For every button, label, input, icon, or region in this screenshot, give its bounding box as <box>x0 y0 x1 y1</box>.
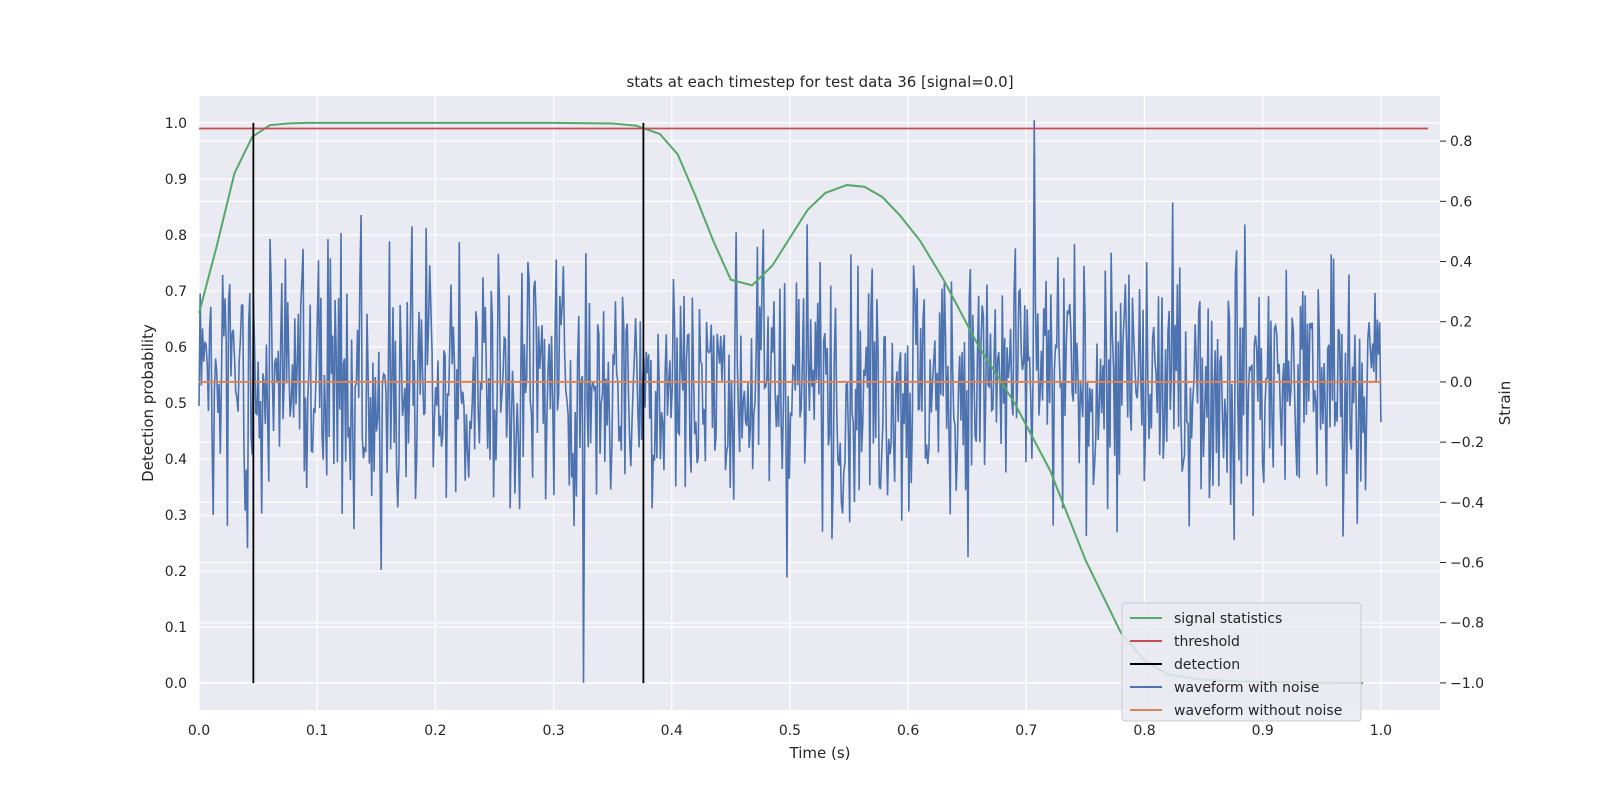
x-ticks: 0.0 0.1 0.2 0.3 0.4 0.5 0.6 0.7 0.8 0.9 1.0 <box>188 723 1392 739</box>
y-tick-label-left: 1.0 <box>165 116 187 132</box>
x-tick-label: 0.5 <box>779 723 801 739</box>
x-tick-label: 0.7 <box>1015 723 1037 739</box>
y-tick-label-left: 0.0 <box>165 676 187 692</box>
legend-box <box>1121 602 1362 722</box>
y-tick-label-right: 0.8 <box>1450 134 1472 150</box>
y-axis-label-left: Detection probability <box>139 324 157 482</box>
x-tick-label: 0.2 <box>424 723 446 739</box>
y-axis-label-right: Strain <box>1496 381 1514 425</box>
legend-label: waveform with noise <box>1174 680 1319 696</box>
y-tick-label-right: −0.2 <box>1450 435 1484 451</box>
y-tick-label-right: −0.6 <box>1450 556 1484 572</box>
y-tick-label-left: 0.4 <box>165 452 187 468</box>
legend-label: detection <box>1174 657 1240 673</box>
chart-title: stats at each timestep for test data 36 … <box>626 73 1013 91</box>
y-tick-label-left: 0.9 <box>165 172 187 188</box>
y-tick-label-right: −0.8 <box>1450 616 1484 632</box>
y-tick-label-right: 0.4 <box>1450 255 1472 271</box>
x-axis-label: Time (s) <box>789 744 851 762</box>
x-tick-label: 0.0 <box>188 723 210 739</box>
y-ticks-left: 0.0 0.1 0.2 0.3 0.4 0.5 0.6 0.7 0.8 0.9 1.0 <box>165 116 187 692</box>
y-tick-label-left: 0.6 <box>165 340 187 356</box>
y-tick-label-right: 0.6 <box>1450 194 1472 210</box>
x-tick-label: 0.1 <box>306 723 328 739</box>
legend-label: signal statistics <box>1174 611 1282 627</box>
x-tick-label: 0.4 <box>661 723 683 739</box>
x-tick-label: 0.6 <box>897 723 919 739</box>
y-tick-label-left: 0.8 <box>165 228 187 244</box>
x-tick-label: 0.9 <box>1252 723 1274 739</box>
x-tick-label: 1.0 <box>1370 723 1392 739</box>
y-tick-label-right: −1.0 <box>1450 676 1484 692</box>
y-tick-label-right: 0.2 <box>1450 315 1472 331</box>
y-tick-label-left: 0.3 <box>165 508 187 524</box>
y-tick-label-right: 0.0 <box>1450 375 1472 391</box>
y-ticks-right: −1.0 −0.8 −0.6 −0.4 −0.2 0.0 0.2 0.4 0.6 0.8 <box>1440 134 1484 692</box>
x-tick-label: 0.3 <box>542 723 564 739</box>
legend: signal statistics threshold detection wavef… <box>1121 602 1362 722</box>
y-tick-label-right: −0.4 <box>1450 495 1484 511</box>
legend-label: waveform without noise <box>1174 703 1342 719</box>
y-tick-label-left: 0.2 <box>165 564 187 580</box>
legend-label: threshold <box>1174 634 1240 650</box>
y-tick-label-left: 0.7 <box>165 284 187 300</box>
x-tick-label: 0.8 <box>1133 723 1155 739</box>
y-tick-label-left: 0.1 <box>165 620 187 636</box>
y-tick-label-left: 0.5 <box>165 396 187 412</box>
waveform-with-noise-line <box>198 120 1382 683</box>
